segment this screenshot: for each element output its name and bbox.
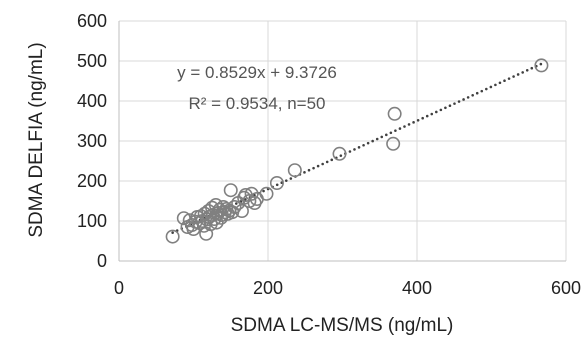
x-tick-label: 200 [253, 278, 283, 298]
equation-label: y = 0.8529x + 9.3726 [177, 63, 337, 82]
axes [118, 21, 566, 262]
x-tick-label: 0 [114, 278, 124, 298]
x-tick-labels: 0 200 400 600 [114, 278, 581, 298]
y-tick-label: 400 [77, 91, 107, 111]
y-tick-label: 500 [77, 51, 107, 71]
x-tick-label: 400 [402, 278, 432, 298]
data-point [287, 163, 302, 178]
data-point [269, 176, 284, 191]
y-tick-label: 600 [77, 11, 107, 31]
data-point [332, 146, 347, 161]
data-point [387, 106, 402, 121]
grid-lines [119, 20, 567, 261]
y-tick-label: 0 [97, 251, 107, 271]
x-axis-title: SDMA LC-MS/MS (ng/mL) [231, 315, 454, 336]
data-point [534, 58, 549, 73]
data-point [227, 200, 242, 215]
y-axis-title: SDMA DELFIA (ng/mL) [26, 42, 47, 237]
r-squared-label: R² = 0.9534, n=50 [188, 94, 325, 113]
data-point [223, 183, 238, 198]
data-point [209, 215, 224, 230]
y-tick-label: 300 [77, 131, 107, 151]
data-point [165, 229, 180, 244]
data-point [244, 186, 259, 201]
y-tick-label: 200 [77, 171, 107, 191]
x-tick-label: 600 [551, 278, 581, 298]
y-tick-labels: 0 100 200 300 400 500 600 [77, 11, 107, 271]
data-point [386, 136, 401, 151]
data-point [234, 204, 249, 219]
data-points [165, 58, 549, 244]
y-tick-label: 100 [77, 211, 107, 231]
data-point [259, 186, 274, 201]
